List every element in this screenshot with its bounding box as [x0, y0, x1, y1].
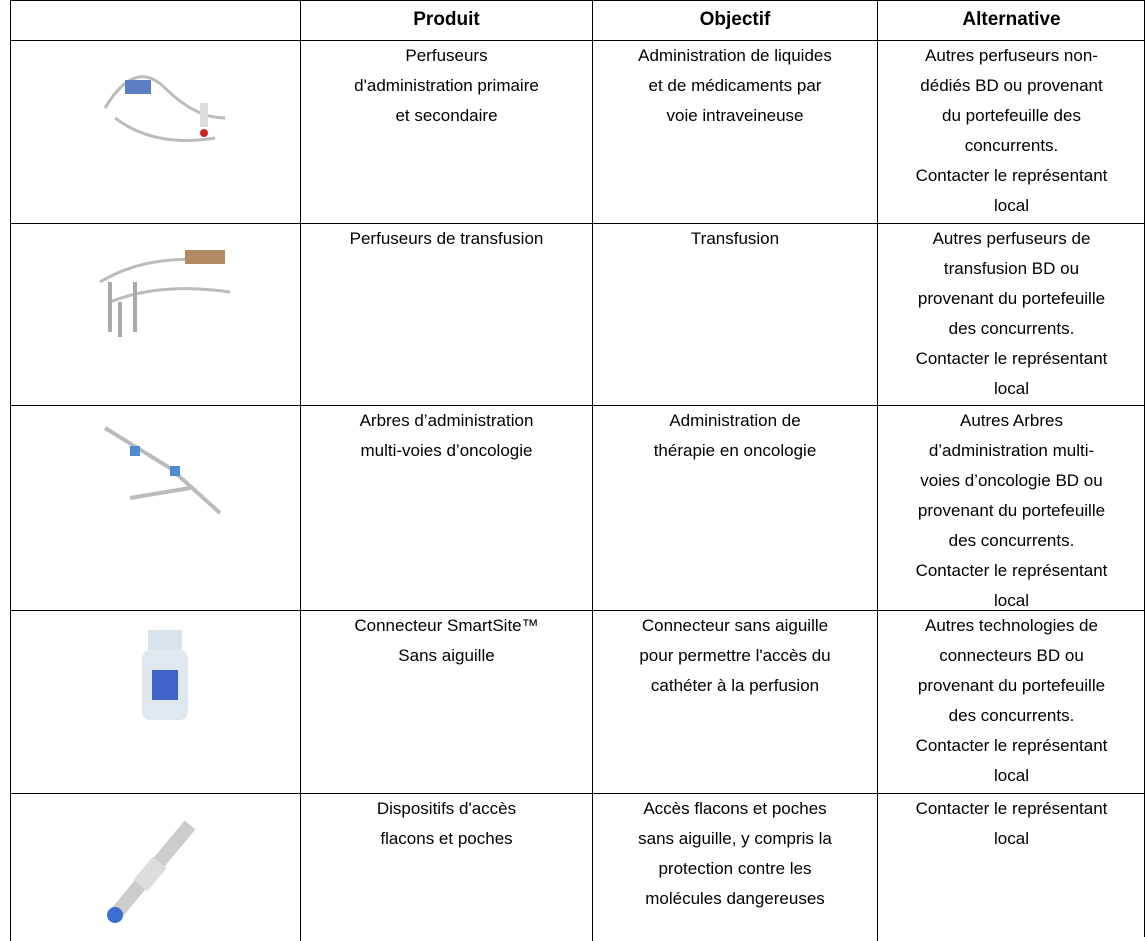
table-cell: Connecteur SmartSite™ Sans aiguille — [300, 610, 592, 794]
cell-text: local — [994, 829, 1029, 848]
cell-text: Transfusion — [690, 229, 780, 248]
cell-text: des concurrents. — [948, 319, 1075, 338]
cell-text: des concurrents. — [948, 706, 1075, 725]
table-cell — [10, 40, 300, 224]
cell-text: local — [994, 766, 1029, 785]
product-image — [103, 426, 222, 515]
header-text: Produit — [413, 9, 480, 30]
cell-text: sans aiguille, y compris la — [638, 829, 832, 848]
cell-text: connecteurs BD ou — [939, 646, 1084, 665]
product-image — [107, 820, 196, 923]
cell-text: cathéter à la perfusion — [650, 676, 820, 695]
table-cell: Transfusion — [592, 223, 877, 406]
cell-text: Contacter le représentant — [915, 166, 1108, 185]
cell-text: Contacter le représentant — [915, 799, 1108, 818]
table-cell: Connecteur sans aiguille pour permettre l… — [592, 610, 877, 794]
table-cell: Accès flacons et poches sans aiguille, y … — [592, 793, 877, 941]
cell-text: des concurrents. — [948, 531, 1075, 550]
table-cell: Arbres d’administration multi-voies d’onc… — [300, 405, 592, 611]
table-cell: Administration de liquides et de médicame… — [592, 40, 877, 224]
cell-text: provenant du portefeuille — [917, 501, 1106, 520]
table-cell — [10, 0, 300, 41]
cell-text: Connecteur SmartSite™ — [354, 616, 539, 635]
cell-text: local — [994, 591, 1029, 610]
table-cell: Objectif — [592, 0, 877, 41]
table-cell: Produit — [300, 0, 592, 41]
table-cell — [10, 610, 300, 794]
cell-text: Contacter le représentant — [915, 561, 1108, 580]
cell-text: voies d’oncologie BD ou — [920, 471, 1103, 490]
cell-text: local — [994, 196, 1029, 215]
cell-text: Administration de liquides — [638, 46, 832, 65]
cell-text: Perfuseurs — [405, 46, 488, 65]
table-cell: Autres Arbres d’administration multi-voie… — [877, 405, 1145, 611]
product-image — [103, 75, 226, 142]
cell-text: Sans aiguille — [398, 646, 495, 665]
cell-text: Administration de — [669, 411, 801, 430]
cell-text: Perfuseurs de transfusion — [349, 229, 544, 248]
cell-text: Connecteur sans aiguille — [641, 616, 829, 635]
cell-text: multi-voies d’oncologie — [360, 441, 533, 460]
cell-text: Autres perfuseurs de — [932, 229, 1091, 248]
table-cell: Contacter le représentant local — [877, 793, 1145, 941]
table-cell: Administration de thérapie en oncologie — [592, 405, 877, 611]
cell-text: dédiés BD ou provenant — [920, 76, 1103, 95]
cell-text: thérapie en oncologie — [653, 441, 817, 460]
header-text: Objectif — [699, 9, 771, 30]
cell-text: et secondaire — [395, 106, 498, 125]
cell-text: concurrents. — [964, 136, 1059, 155]
cell-text: Contacter le représentant — [915, 736, 1108, 755]
cell-text: Autres technologies de — [925, 616, 1098, 635]
product-image — [142, 630, 188, 720]
table-cell — [10, 405, 300, 611]
table-cell: Perfuseurs d'administration primaire et se… — [300, 40, 592, 224]
cell-text: d’administration multi- — [928, 441, 1095, 460]
cell-text: protection contre les — [658, 859, 812, 878]
cell-text: Autres perfuseurs non- — [925, 46, 1098, 65]
cell-text: local — [994, 379, 1029, 398]
table-cell: Autres technologies de connecteurs BD ou p… — [877, 610, 1145, 794]
cell-text: provenant du portefeuille — [917, 289, 1106, 308]
cell-text: Arbres d’administration — [359, 411, 534, 430]
table-cell: Perfuseurs de transfusion — [300, 223, 592, 406]
cell-text: du portefeuille des — [942, 106, 1081, 125]
cell-text: Autres Arbres — [960, 411, 1063, 430]
cell-text: molécules dangereuses — [645, 889, 825, 908]
cell-text: flacons et poches — [380, 829, 513, 848]
cell-text: provenant du portefeuille — [917, 676, 1106, 695]
cell-text: Contacter le représentant — [915, 349, 1108, 368]
table-cell — [10, 223, 300, 406]
cell-text: d'administration primaire — [354, 76, 539, 95]
table-cell: Autres perfuseurs de transfusion BD ou pro… — [877, 223, 1145, 406]
table-cell — [10, 793, 300, 941]
cell-text: transfusion BD ou — [943, 259, 1080, 278]
header-text: Alternative — [962, 9, 1061, 30]
table-cell: Alternative — [877, 0, 1145, 41]
table-cell: Dispositifs d'accès flacons et poches — [300, 793, 592, 941]
product-image — [99, 250, 231, 337]
cell-text: voie intraveineuse — [666, 106, 804, 125]
cell-text: Dispositifs d'accès — [376, 799, 517, 818]
cell-text: Accès flacons et poches — [643, 799, 827, 818]
table-cell: Autres perfuseurs non-dédiés BD ou prove… — [877, 40, 1145, 224]
cell-text: pour permettre l'accès du — [639, 646, 831, 665]
cell-text: et de médicaments par — [648, 76, 822, 95]
